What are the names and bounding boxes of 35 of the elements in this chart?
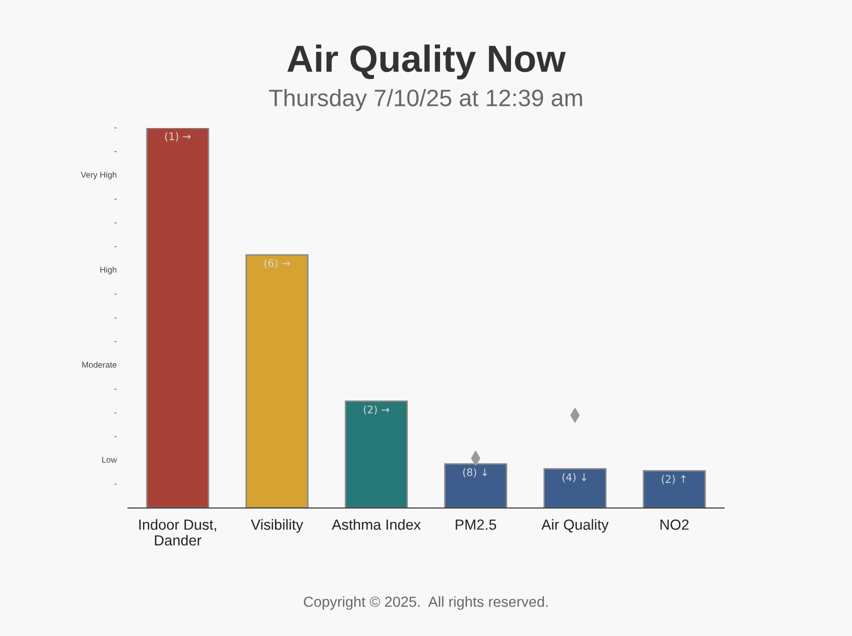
text: Moderate	[82, 362, 117, 368]
text: -	[114, 341, 117, 342]
x-tick-label: Visibility	[250, 519, 304, 533]
bar	[444, 463, 508, 508]
x-tick-label: Indoor Dust, Dander	[139, 519, 216, 546]
bar	[246, 254, 308, 508]
bar	[544, 468, 606, 508]
text: Very High	[80, 172, 116, 180]
text: -	[114, 436, 117, 438]
annotation: (4) ↓	[562, 473, 586, 482]
chart-title: Air Quality Now	[287, 44, 566, 80]
x-tick-label: Asthma Index	[332, 519, 421, 530]
annotation: (2) →	[364, 405, 390, 415]
text: -	[114, 222, 117, 224]
bar	[642, 470, 706, 508]
text: Low	[102, 456, 117, 463]
bar	[344, 400, 408, 508]
text: -	[114, 246, 117, 248]
text: High	[100, 266, 116, 274]
x-tick-label: NO2	[660, 519, 689, 530]
annotation: (2) ↑	[662, 474, 686, 484]
text: -	[114, 388, 117, 390]
text: -	[114, 412, 117, 414]
bar	[146, 128, 210, 508]
text: -	[114, 151, 117, 152]
text: -	[114, 198, 117, 200]
x-tick-label: Air Quality	[541, 519, 609, 533]
chart-subtitle: Thursday 7/10/25 at 12:39 am	[269, 88, 582, 112]
text: Copyright © 2025. All rights reserved.	[304, 596, 548, 610]
annotation: (1) →	[165, 132, 191, 142]
text: -	[114, 484, 117, 485]
x-tick-label: PM2.5	[456, 519, 496, 530]
annotation: (6) →	[264, 259, 290, 268]
annotation: (8) ↓	[463, 468, 487, 478]
text: -	[114, 294, 117, 295]
